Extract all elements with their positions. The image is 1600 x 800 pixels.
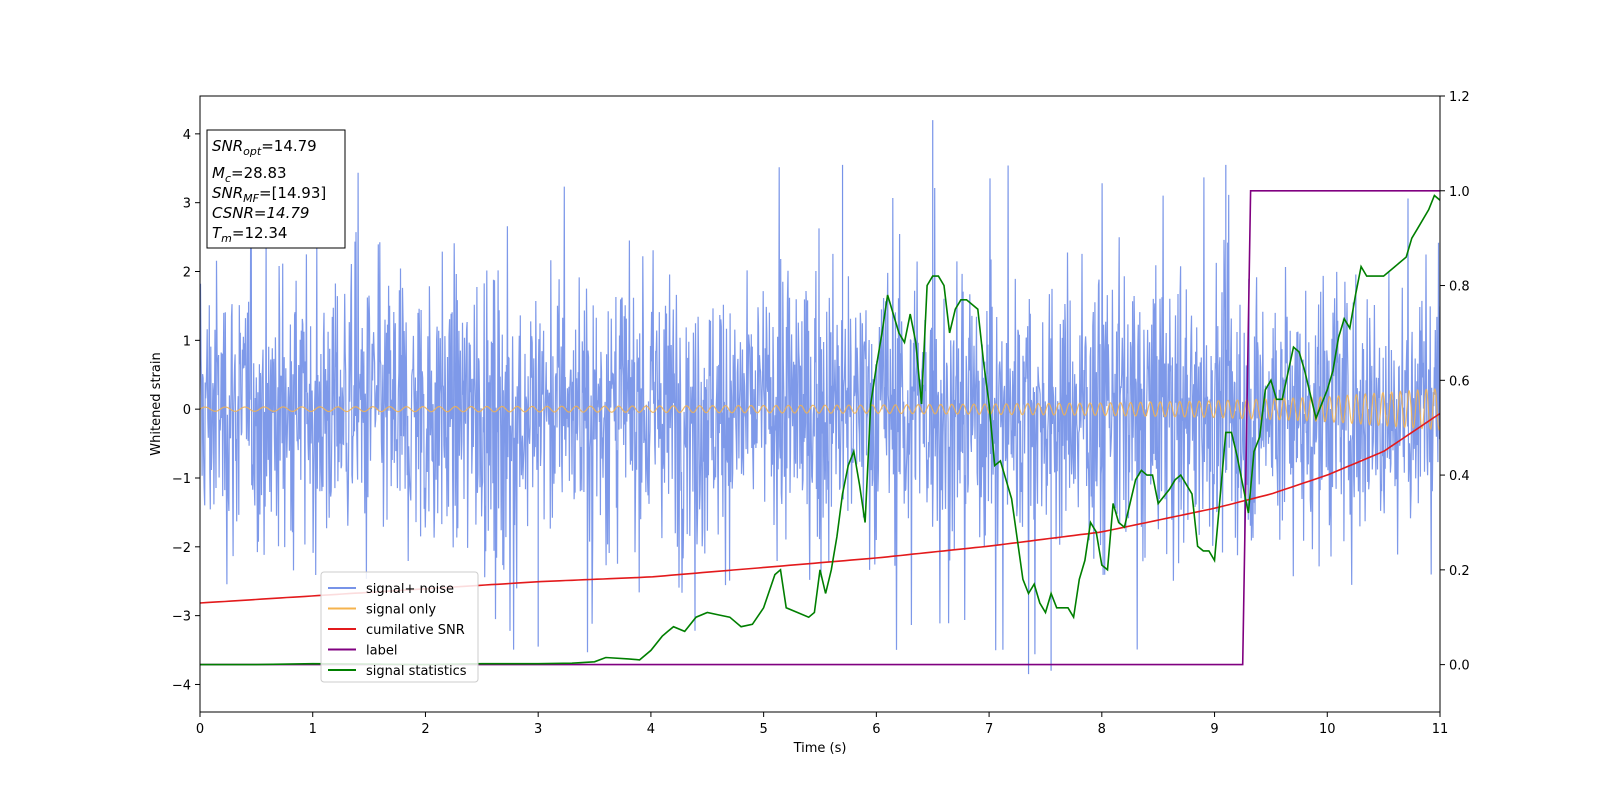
info-box: SNRopt=14.79 Mc=28.83 SNRMF=[14.93] CSNR… [206,129,346,249]
y-left-tick-label: −2 [172,541,191,556]
legend-label: signal statistics [366,664,467,679]
x-tick-label: 6 [872,722,880,737]
x-tick-label: 9 [1210,722,1218,737]
info-snr-mf: SNRMF=[14.93] [212,184,326,205]
y-right-tick-label: 0.8 [1449,280,1470,295]
info-csnr: CSNR=14.79 [212,204,309,222]
axes-frame [199,95,1441,713]
info-tm: Tm=12.34 [212,224,287,245]
series-label [200,190,1440,666]
series-signal-only [200,388,1440,431]
y-right-tick-label: 0.2 [1449,564,1470,579]
y-left-tick-label: 0 [183,403,191,418]
x-axis: 0 1 2 3 4 5 6 7 8 9 10 11 [196,712,1448,737]
x-tick-label: 7 [985,722,993,737]
y-right-tick-label: 0.0 [1449,659,1470,674]
y-left-tick-label: −1 [172,472,191,487]
y-left-tick-label: −3 [172,610,191,625]
info-snr-opt: SNRopt=14.79 [212,137,317,158]
series-signal-statistics [200,194,1440,666]
x-tick-label: 1 [309,722,317,737]
y-axis-right: 0.0 0.2 0.4 0.6 0.8 1.0 1.2 [1440,90,1470,674]
x-tick-label: 5 [759,722,767,737]
info-mc: Mc=28.83 [212,164,287,185]
y-left-tick-label: −4 [172,678,191,693]
signal-statistics-line [200,194,1440,666]
x-tick-label: 3 [534,722,542,737]
x-tick-label: 11 [1432,722,1449,737]
y-left-tick-label: 1 [183,334,191,349]
legend: signal+ noise signal only cumilative SNR la… [320,571,479,683]
series-signal-plus-noise [200,120,1440,675]
signal-only-line [200,388,1440,431]
legend-label: cumilative SNR [366,623,465,638]
x-axis-label: Time (s) [793,741,847,756]
x-tick-label: 0 [196,722,204,737]
x-tick-label: 8 [1098,722,1106,737]
y-right-tick-label: 0.6 [1449,374,1470,389]
x-tick-label: 10 [1319,722,1336,737]
legend-label: label [366,644,397,659]
y-left-tick-label: 3 [183,197,191,212]
y-axis-label: Whitened strain [149,352,164,455]
y-right-tick-label: 1.2 [1449,90,1470,105]
y-left-tick-label: 4 [183,128,191,143]
x-tick-label: 2 [421,722,429,737]
y-axis-left: −4 −3 −2 −1 0 1 2 3 4 [172,128,200,693]
legend-label: signal+ noise [366,582,454,597]
signal-plus-noise-line [200,165,1440,655]
x-tick-label: 4 [647,722,655,737]
label-line [200,190,1440,666]
y-left-tick-label: 2 [183,266,191,281]
y-right-tick-label: 0.4 [1449,469,1470,484]
y-right-tick-label: 1.0 [1449,185,1470,200]
legend-label: signal only [366,603,436,618]
